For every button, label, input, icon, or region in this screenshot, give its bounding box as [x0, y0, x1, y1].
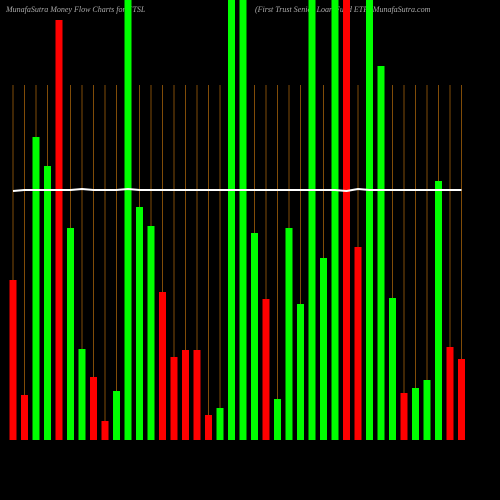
bar	[159, 292, 166, 440]
bar	[228, 0, 235, 440]
bar	[9, 280, 17, 440]
chart-subtitle: (First Trust Senior Loan Fund ETF) Munaf…	[255, 5, 431, 14]
bar	[377, 66, 385, 440]
bar	[446, 347, 454, 440]
flow-line	[12, 187, 462, 193]
bar	[182, 350, 189, 440]
bar	[297, 304, 304, 440]
bar	[193, 350, 201, 440]
bar	[435, 181, 442, 440]
bar	[423, 380, 431, 440]
bar	[458, 359, 465, 440]
bar	[44, 166, 51, 440]
bar	[274, 399, 281, 440]
chart-title: MunafaSutra Money Flow Charts for FTSL	[5, 5, 146, 14]
bar	[113, 391, 120, 440]
bar	[78, 349, 86, 440]
bar	[262, 299, 270, 440]
bar	[216, 408, 224, 440]
bar	[124, 0, 132, 440]
bar	[366, 0, 373, 440]
bar	[147, 226, 155, 440]
bar	[21, 395, 28, 440]
bar	[320, 258, 327, 440]
bar	[331, 0, 339, 440]
bar	[67, 228, 74, 440]
bar	[55, 20, 63, 440]
bar	[412, 388, 419, 440]
bar	[170, 357, 178, 440]
bar	[239, 0, 247, 440]
bar	[285, 228, 293, 440]
bar	[389, 298, 396, 440]
bar	[205, 415, 212, 440]
bar	[136, 207, 143, 440]
bar	[308, 0, 316, 440]
bar	[354, 247, 362, 440]
bar	[343, 0, 350, 440]
bar	[400, 393, 408, 440]
bar	[90, 377, 97, 440]
bar	[251, 233, 258, 440]
bar	[101, 421, 109, 440]
bar	[32, 137, 40, 440]
